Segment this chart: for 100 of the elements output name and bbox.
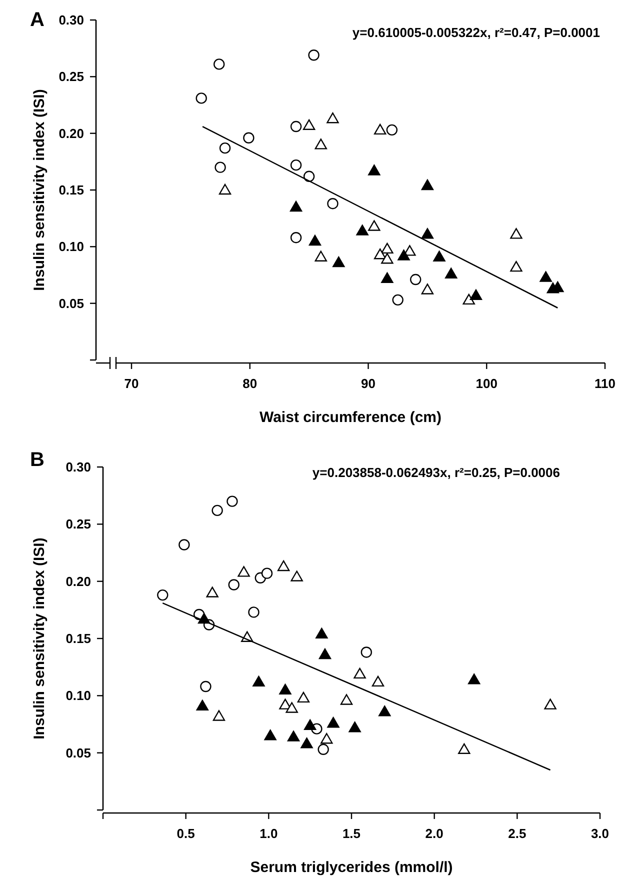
x-tick-label: 100 [476,376,498,391]
point [287,730,300,742]
point [368,164,380,176]
point [286,702,298,713]
annotation: y=0.610005-0.005322x, r²=0.47, P=0.0001 [352,25,600,40]
point [374,248,386,260]
point [290,120,302,132]
point [218,184,232,195]
point [372,676,384,687]
y-tick-label: 0.05 [66,745,91,760]
x-tick-label: 110 [594,376,616,391]
point [157,589,168,601]
point [421,228,434,239]
point [261,568,273,579]
point [510,228,522,239]
point [226,496,238,507]
point [386,124,398,136]
y-tick-label: 0.05 [58,296,84,311]
point [318,648,332,660]
y-axis-title: Insulin sensitivity index (ISI) [31,538,48,740]
point [468,674,480,684]
point [348,722,361,732]
point [314,250,328,262]
y-tick-label: 0.20 [66,574,91,589]
point [327,198,338,210]
x-axis-title: Waist circumference (cm) [259,409,442,426]
point [303,170,315,182]
point [421,179,434,190]
point [314,138,328,150]
annotation: y=0.203858-0.062493x, r²=0.25, P=0.0006 [312,465,560,480]
point [340,694,353,705]
point [290,200,302,212]
y-tick-label: 0.25 [58,69,84,84]
x-tick-label: 2.0 [425,826,444,841]
point [264,730,276,740]
point [510,260,522,272]
y-tick-label: 0.25 [66,516,91,532]
point [178,539,190,550]
x-tick-label: 1.0 [260,826,278,841]
point [196,92,207,104]
x-tick-label: 0.5 [176,826,195,841]
chart-title: B [30,449,44,471]
x-tick-label: 70 [124,376,139,391]
point [212,710,226,721]
x-tick-label: 1.5 [342,826,361,841]
chart-title: A [30,9,44,31]
point [304,719,316,730]
point [308,50,320,61]
point [381,242,394,254]
point [356,224,368,236]
point [458,743,470,754]
point [327,717,340,728]
point [392,294,404,306]
point [320,733,333,744]
point [445,268,458,278]
point [228,579,240,590]
point [252,676,265,687]
point [297,692,310,703]
point [433,250,446,262]
y-tick-label: 0.15 [58,182,84,198]
y-tick-label: 0.30 [66,460,91,475]
point [374,124,386,135]
x-tick-label: 80 [242,376,258,391]
point [381,272,394,283]
point [354,668,366,679]
point [302,119,316,130]
point [410,274,422,286]
point [378,706,391,716]
point [398,250,410,260]
point [470,289,482,300]
point [290,159,302,171]
point [544,698,556,710]
point [316,628,328,639]
point [332,256,345,268]
point [214,162,226,173]
point [277,560,290,572]
point [238,566,250,577]
point [214,58,225,70]
point [368,220,380,231]
y-tick-label: 0.15 [66,631,91,646]
point [200,680,212,692]
point [290,232,302,244]
point [243,132,254,144]
point [279,684,292,695]
point [219,142,231,154]
point [212,504,223,516]
point [360,646,372,658]
point [206,586,218,598]
point [308,234,322,246]
point [326,112,339,124]
x-tick-label: 2.5 [508,826,526,841]
point [300,738,313,748]
point [318,744,329,756]
point [421,284,434,294]
y-tick-label: 0.10 [66,688,91,704]
y-axis-title: Insulin sensitivity index (ISI) [31,89,48,291]
y-tick-label: 0.20 [58,126,84,141]
x-tick-label: 90 [361,376,376,391]
y-tick-label: 0.10 [58,239,84,254]
x-axis-title: Serum triglycerides (mmol/l) [250,859,453,876]
